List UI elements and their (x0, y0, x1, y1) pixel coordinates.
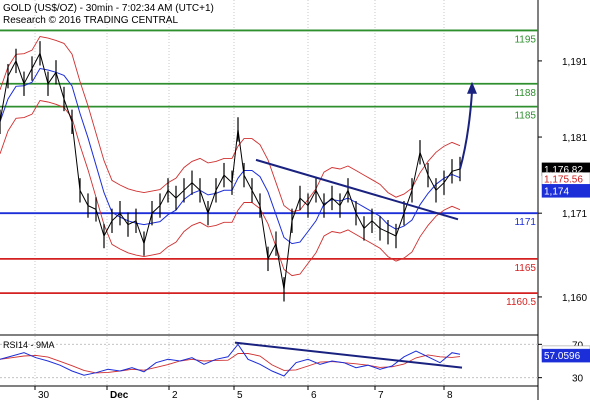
level-label-1165: 1165 (514, 263, 536, 274)
badge-layer: 1,176.821,175.561,17460.911957.0596 (541, 162, 590, 363)
rsi-badge (541, 348, 590, 363)
projection-arrow-head (467, 81, 477, 94)
rsi-ma-line (0, 353, 461, 374)
x-tick-label: 2 (172, 390, 178, 400)
rsi-tick-label: 30 (572, 374, 584, 385)
price-badge-label: 1,176.82 (544, 165, 583, 176)
chart-header-source: Research © 2016 TRADING CENTRAL (3, 15, 178, 26)
price-tick-label: 1,171 (562, 209, 587, 220)
x-tick-label: 6 (311, 390, 317, 400)
price-line (0, 51, 461, 290)
rsi-badge-label: 57.0596 (544, 351, 581, 362)
price-badge-label: 1,174 (544, 186, 569, 197)
x-tick-label: 5 (237, 390, 243, 400)
rsi-trendline (234, 341, 463, 369)
x-tick-label: 30 (38, 390, 50, 400)
x-tick-label: 8 (447, 390, 453, 400)
x-tick-label: Dec (110, 390, 129, 400)
price-badge-label: 1,175.56 (544, 174, 583, 185)
price-tick-label: 1,181 (562, 133, 587, 144)
x-tick-label: 7 (378, 390, 384, 400)
bollinger-upper-band (0, 35, 461, 213)
levels-layer: 1195 1188 1185 1171 1165 1160.5 (0, 29, 538, 308)
series-layer (0, 35, 461, 377)
level-label-1160.5: 1160.5 (506, 297, 536, 308)
chart-header-title: GOLD (US$/OZ) - 30min - 7:02:34 AM (UTC+… (3, 3, 214, 14)
price-badge (541, 184, 590, 198)
price-tick-label: 1,160 (562, 293, 587, 304)
rsi-line (0, 343, 461, 377)
bollinger-lower-band (0, 99, 461, 277)
level-label-1185: 1185 (514, 111, 536, 122)
price-trendline (255, 158, 459, 221)
level-label-1188: 1188 (514, 88, 536, 99)
projection-arrow-shaft (459, 91, 473, 170)
level-label-1171: 1171 (514, 217, 536, 228)
price-tick-label: 1,191 (562, 57, 587, 68)
rsi-panel-label: RSI14 - 9MA (3, 340, 55, 350)
level-label-1195: 1195 (514, 34, 536, 45)
annotations-layer (234, 81, 477, 369)
